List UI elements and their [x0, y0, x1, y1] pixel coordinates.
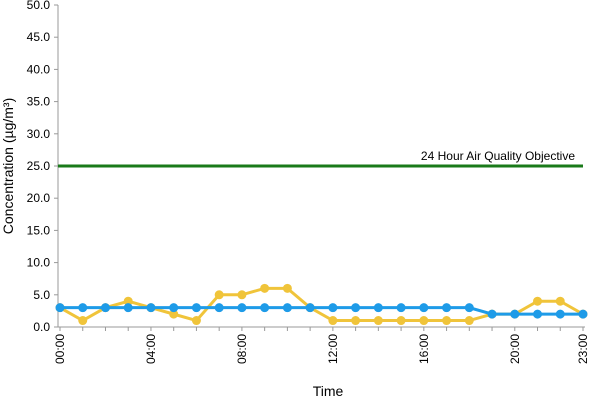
- y-tick-label: 50.0: [27, 0, 51, 12]
- data-point: [146, 303, 156, 313]
- y-tick-label: 10.0: [27, 256, 51, 270]
- data-point: [351, 316, 361, 326]
- data-point: [396, 316, 406, 326]
- data-point: [100, 303, 110, 313]
- data-point: [191, 303, 201, 313]
- data-point: [237, 290, 247, 300]
- data-point: [419, 303, 429, 313]
- data-point: [237, 303, 247, 313]
- data-point: [123, 303, 133, 313]
- data-point: [214, 303, 224, 313]
- data-point: [464, 303, 474, 313]
- data-point: [533, 309, 543, 319]
- x-tick-label: 16:00: [417, 334, 431, 364]
- x-axis-title: Time: [313, 383, 344, 399]
- data-point: [533, 296, 543, 306]
- data-point: [510, 309, 520, 319]
- y-tick-label: 5.0: [33, 288, 50, 302]
- x-tick-label: 08:00: [235, 334, 249, 364]
- x-tick-label: 04:00: [144, 334, 158, 364]
- y-tick-label: 30.0: [27, 127, 51, 141]
- data-point: [78, 303, 88, 313]
- data-point: [373, 316, 383, 326]
- x-tick-label: 00:00: [53, 334, 67, 364]
- data-point: [555, 296, 565, 306]
- data-point: [442, 316, 452, 326]
- data-point: [555, 309, 565, 319]
- data-point: [464, 316, 474, 326]
- data-point: [442, 303, 452, 313]
- y-tick-label: 45.0: [27, 30, 51, 44]
- reference-label: 24 Hour Air Quality Objective: [421, 149, 575, 163]
- y-tick-label: 15.0: [27, 223, 51, 237]
- x-tick-label: 12:00: [326, 334, 340, 364]
- data-point: [328, 316, 338, 326]
- data-point: [214, 290, 224, 300]
- data-point: [260, 303, 270, 313]
- y-tick-label: 25.0: [27, 159, 51, 173]
- x-tick-label: 20:00: [508, 334, 522, 364]
- y-tick-label: 20.0: [27, 191, 51, 205]
- data-point: [328, 303, 338, 313]
- data-point: [78, 316, 88, 326]
- data-point: [191, 316, 201, 326]
- y-axis-title: Concentration (µg/m³): [0, 98, 16, 234]
- data-point: [487, 309, 497, 319]
- data-point: [169, 303, 179, 313]
- data-point: [55, 303, 65, 313]
- y-tick-label: 0.0: [33, 320, 50, 334]
- data-point: [351, 303, 361, 313]
- data-point: [373, 303, 383, 313]
- data-point: [419, 316, 429, 326]
- data-point: [305, 303, 315, 313]
- series-line: [59, 286, 584, 323]
- y-tick-label: 35.0: [27, 95, 51, 109]
- data-point: [282, 303, 292, 313]
- y-tick-label: 40.0: [27, 62, 51, 76]
- data-point: [282, 283, 292, 293]
- x-tick-label: 23:00: [576, 334, 590, 364]
- data-point: [578, 309, 588, 319]
- data-point: [396, 303, 406, 313]
- data-point: [260, 283, 270, 293]
